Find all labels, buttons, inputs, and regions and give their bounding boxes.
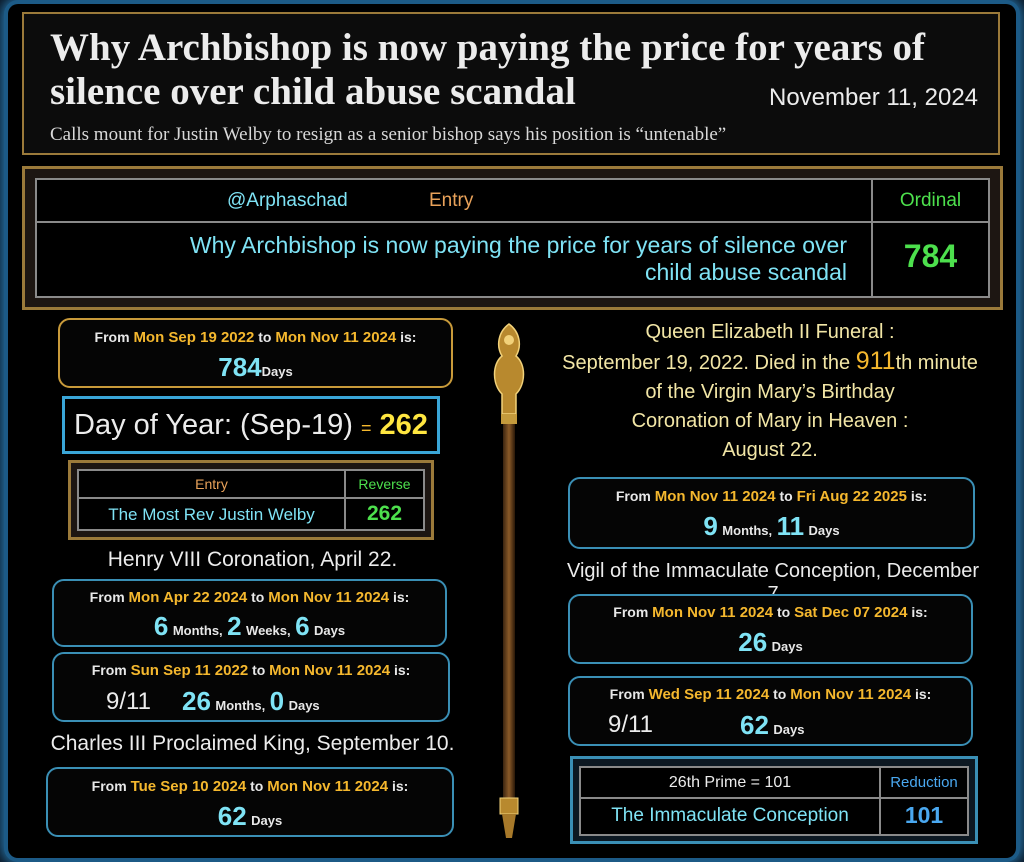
prime-entry: The Immaculate Conception <box>611 805 849 826</box>
entry-text-line: child abuse scandal <box>644 259 847 285</box>
gematria-panel: @Arphaschad Entry Ordinal Why Archbishop… <box>22 166 1003 310</box>
entry-text-line: Why Archbishop is now paying the price f… <box>189 232 847 258</box>
queen-text-line: Queen Elizabeth II Funeral : <box>645 321 895 343</box>
date-span-line: From Tue Sep 10 2024 to Mon Nov 11 2024 … <box>91 778 409 795</box>
prime-header: 26th Prime = 101 <box>668 774 792 791</box>
span-result: 26 Days <box>738 627 803 657</box>
span-result: 62 Days <box>217 801 283 831</box>
reverse-value: 262 <box>366 502 403 525</box>
entry-header: Entry <box>429 190 474 211</box>
queen-text-line: Coronation of Mary in Heaven : <box>631 410 909 432</box>
date-span-line: From Mon Nov 11 2024 to Fri Aug 22 2025 … <box>615 488 928 505</box>
day-of-year-box: Day of Year: (Sep-19) = 262 <box>62 396 440 454</box>
entry-text: Why Archbishop is now paying the price f… <box>47 232 847 286</box>
reverse-table: Entry Reverse The Most Rev Justin Welby … <box>68 460 434 540</box>
queen-text-line: August 22. <box>722 439 818 461</box>
ordinal-value: 784 <box>903 238 958 274</box>
article-date: November 11, 2024 <box>769 84 979 111</box>
date-span-box: From Mon Apr 22 2024 to Mon Nov 11 2024 … <box>52 579 447 647</box>
table-divider <box>37 221 988 223</box>
reverse-entry: The Most Rev Justin Welby <box>108 505 315 524</box>
queen-text-line: September 19, 2022. Died in the 911th mi… <box>562 347 978 375</box>
span-result: 6 Months, 2 Weeks, 6 Days <box>153 611 346 641</box>
ordinal-header: Ordinal <box>899 190 962 211</box>
article-header: Why Archbishop is now paying the price f… <box>22 12 1000 155</box>
date-span-line: From Mon Sep 19 2022 to Mon Nov 11 2024 … <box>94 329 417 346</box>
prime-table: 26th Prime = 101 Reduction The Immaculat… <box>570 756 978 844</box>
span-result: 784Days <box>218 352 293 382</box>
handle: @Arphaschad <box>227 190 348 211</box>
subheadline: Calls mount for Justin Welby to resign a… <box>50 124 727 145</box>
span-result: 62 Days <box>740 710 805 740</box>
date-span-box: From Wed Sep 11 2024 to Mon Nov 11 2024 … <box>568 676 973 746</box>
date-span-box: From Sun Sep 11 2022 to Mon Nov 11 2024 … <box>52 652 450 722</box>
nine-eleven-tag: 9/11 <box>608 711 653 738</box>
charles-label: Charles III Proclaimed King, September 1… <box>50 732 455 755</box>
span-result: 26 Months, 0 Days <box>182 686 320 716</box>
span-result: 9 Months, 11 Days <box>703 511 840 541</box>
date-span-line: From Sun Sep 11 2022 to Mon Nov 11 2024 … <box>91 662 411 679</box>
date-span-box: From Mon Nov 11 2024 to Sat Dec 07 2024 … <box>568 594 973 664</box>
bishop-crozier-icon <box>493 323 525 838</box>
reverse-header: Reverse <box>358 476 411 492</box>
date-span-box: From Mon Sep 19 2022 to Mon Nov 11 2024 … <box>58 318 453 388</box>
date-span-line: From Wed Sep 11 2024 to Mon Nov 11 2024 … <box>609 686 932 703</box>
entry-header: Entry <box>195 476 228 492</box>
queen-funeral-text: Queen Elizabeth II Funeral : September 1… <box>560 318 980 465</box>
reduction-header: Reduction <box>890 774 958 791</box>
gematria-table: @Arphaschad Entry Ordinal Why Archbishop… <box>35 178 990 298</box>
queen-text-line: of the Virgin Mary’s Birthday <box>645 381 895 403</box>
date-span-box: From Tue Sep 10 2024 to Mon Nov 11 2024 … <box>46 767 454 837</box>
date-span-box: From Mon Nov 11 2024 to Fri Aug 22 2025 … <box>568 477 975 549</box>
day-of-year-label: Day of Year: (Sep-19) = 262 <box>74 409 428 441</box>
date-span-line: From Mon Nov 11 2024 to Sat Dec 07 2024 … <box>613 604 928 621</box>
henry-label: Henry VIII Coronation, April 22. <box>107 548 398 571</box>
date-span-line: From Mon Apr 22 2024 to Mon Nov 11 2024 … <box>89 589 410 606</box>
reduction-value: 101 <box>904 802 944 828</box>
table-divider <box>871 180 873 296</box>
headline: Why Archbishop is now paying the price f… <box>50 26 926 113</box>
nine-eleven-tag: 9/11 <box>106 688 151 715</box>
